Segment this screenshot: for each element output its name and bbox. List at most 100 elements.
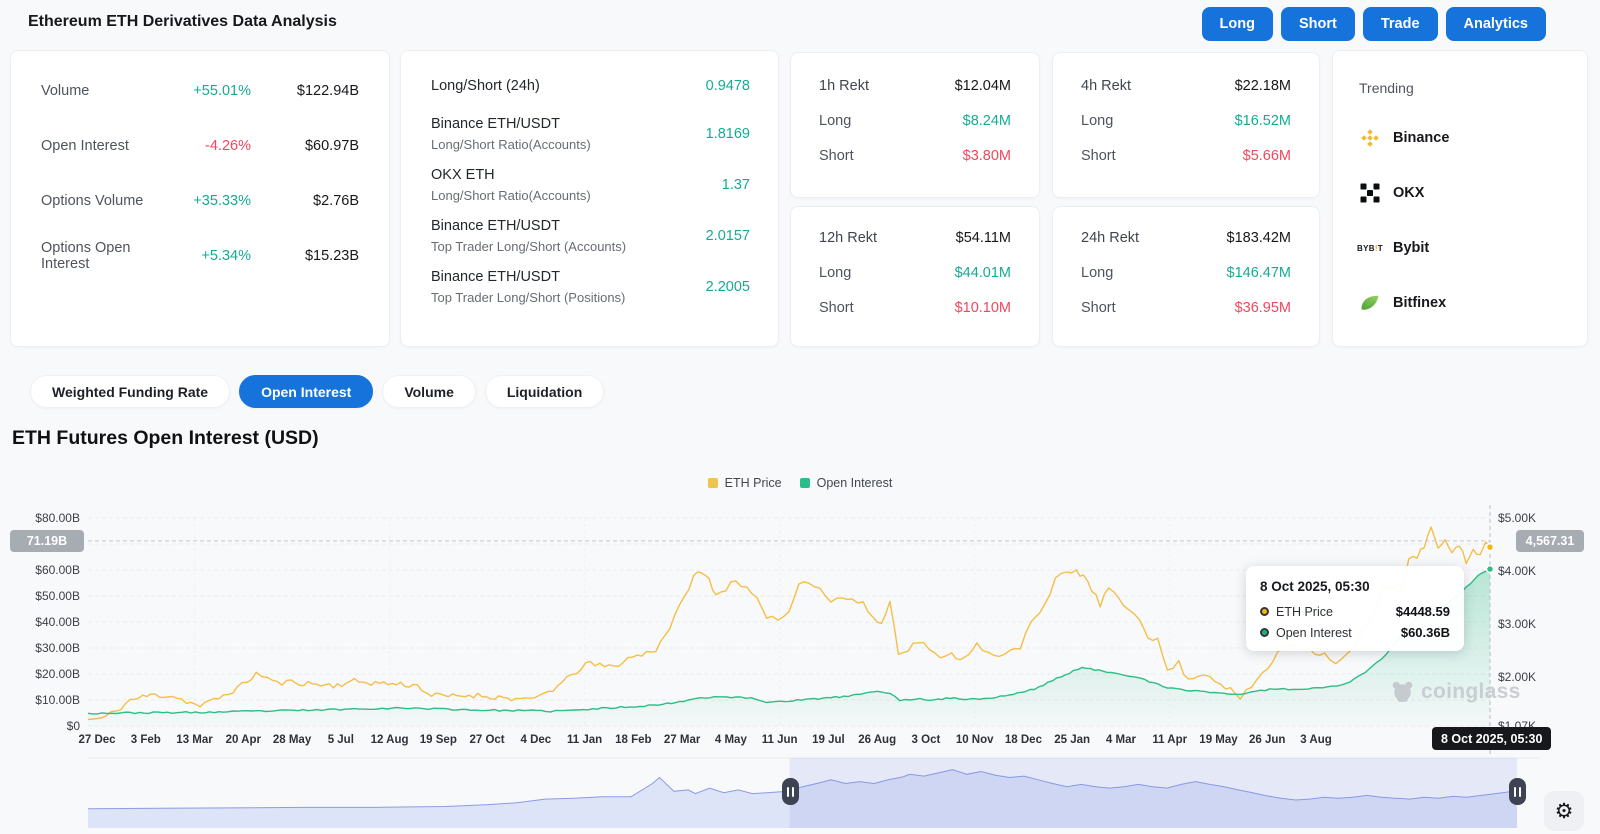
right-axis-tick: $5.00K: [1498, 511, 1536, 525]
rekt-short-value: $10.10M: [954, 300, 1011, 316]
ratio-row: Long/Short (24h) 0.9478: [431, 78, 750, 94]
open-interest-dot-icon: [1260, 628, 1269, 637]
tab-weighted-funding-rate[interactable]: Weighted Funding Rate: [30, 375, 231, 408]
long-button[interactable]: Long: [1201, 7, 1273, 41]
tab-open-interest[interactable]: Open Interest: [239, 375, 374, 408]
rekt-short-value: $36.95M: [1234, 300, 1291, 316]
ratio-value: 1.8169: [705, 126, 750, 142]
stat-row-open-interest: Open Interest -4.26% $60.97B: [41, 135, 359, 156]
rekt-total: $22.18M: [1234, 78, 1291, 94]
legend-item-eth-price[interactable]: ETH Price: [707, 476, 782, 490]
eth-price-swatch-icon: [707, 478, 718, 488]
trending-item-okx[interactable]: OKX: [1359, 181, 1561, 205]
x-axis-tick: 25 Jan: [1054, 734, 1090, 746]
tab-volume[interactable]: Volume: [382, 375, 476, 408]
left-axis-tick: $60.00B: [35, 563, 80, 577]
ratio-row: Binance ETH/USDT Top Trader Long/Short (P…: [431, 269, 750, 305]
ratio-name: Binance ETH/USDT: [431, 269, 560, 285]
legend-item-open-interest[interactable]: Open Interest: [799, 476, 893, 490]
x-axis-tick: 4 Mar: [1106, 734, 1137, 746]
tooltip-label: ETH Price: [1276, 604, 1333, 619]
rekt-long-label: Long: [819, 265, 852, 281]
chart-legend: ETH Price Open Interest: [0, 476, 1600, 490]
trending-item-bitfinex[interactable]: Bitfinex: [1359, 291, 1561, 315]
navigator-left-handle[interactable]: [782, 778, 799, 805]
rekt-long-value: $44.01M: [954, 265, 1011, 281]
gear-icon[interactable]: ⚙: [1544, 791, 1584, 831]
bitfinex-icon: [1359, 292, 1381, 314]
right-axis-tick: $3.00K: [1498, 617, 1536, 631]
rekt-short-value: $5.66M: [1242, 148, 1291, 164]
navigator-selection[interactable]: [789, 758, 1517, 828]
left-axis-tick: $20.00B: [35, 667, 80, 681]
rekt-title: 12h Rekt: [819, 230, 878, 246]
trending-item-binance[interactable]: Binance: [1359, 126, 1561, 150]
okx-icon: [1359, 182, 1381, 204]
trade-button[interactable]: Trade: [1362, 7, 1438, 41]
short-button[interactable]: Short: [1280, 7, 1355, 41]
x-axis-tick: 27 Oct: [469, 734, 504, 746]
rekt-long-label: Long: [1081, 113, 1114, 129]
tab-liquidation[interactable]: Liquidation: [484, 375, 605, 408]
analytics-button[interactable]: Analytics: [1445, 7, 1546, 41]
navigator-right-handle[interactable]: [1509, 778, 1526, 805]
stat-change: -4.26%: [205, 137, 251, 154]
chart-tooltip: 8 Oct 2025, 05:30 ETH Price $4448.59 Ope…: [1246, 566, 1464, 651]
rekt-short-label: Short: [1081, 300, 1116, 316]
ratio-name: Long/Short (24h): [431, 78, 540, 94]
stat-label: Options Volume: [41, 192, 144, 209]
rekt-long-label: Long: [1081, 265, 1114, 281]
legend-label: Open Interest: [816, 476, 893, 490]
ratio-subtitle: Top Trader Long/Short (Accounts): [431, 239, 627, 254]
chart-tabs: Weighted Funding Rate Open Interest Volu…: [30, 375, 605, 408]
navigator-area: [88, 769, 1517, 828]
stat-value: $2.76B: [313, 192, 359, 209]
left-axis-crosshair-badge: 71.19B: [10, 530, 84, 552]
x-axis-tick: 26 Aug: [858, 734, 896, 746]
rekt-short-label: Short: [1081, 148, 1116, 164]
x-axis-tick: 3 Feb: [131, 734, 161, 746]
rekt-long-label: Long: [819, 113, 852, 129]
watermark-text: coinglass: [1421, 679, 1521, 703]
tooltip-value: $4448.59: [1395, 604, 1450, 619]
ratio-subtitle: Long/Short Ratio(Accounts): [431, 137, 591, 152]
stat-label: Options Open Interest: [41, 239, 131, 272]
tooltip-date: 8 Oct 2025, 05:30: [1260, 579, 1370, 594]
rekt-total: $54.11M: [955, 230, 1011, 246]
rekt-title: 24h Rekt: [1081, 230, 1140, 246]
ratio-row: Binance ETH/USDT Long/Short Ratio(Account…: [431, 116, 750, 152]
ratio-subtitle: Top Trader Long/Short (Positions): [431, 290, 626, 305]
chart-title: ETH Futures Open Interest (USD): [12, 427, 319, 449]
rekt-short-value: $3.80M: [962, 148, 1011, 164]
stat-value: $15.23B: [304, 247, 359, 264]
ratio-value: 1.37: [721, 177, 750, 193]
x-axis-tick: 4 Dec: [520, 734, 551, 746]
ratio-subtitle: Long/Short Ratio(Accounts): [431, 188, 591, 203]
x-axis-tick: 19 May: [1199, 734, 1238, 746]
trending-item-label: Binance: [1393, 130, 1450, 146]
left-axis-tick: $0: [67, 719, 81, 733]
stat-label: Volume: [41, 82, 90, 99]
trending-item-label: Bybit: [1393, 240, 1430, 256]
rekt-total: $183.42M: [1226, 230, 1292, 246]
rekt-title: 1h Rekt: [819, 78, 869, 94]
x-axis-tick: 11 Apr: [1152, 734, 1187, 746]
long-short-ratio-card: Long/Short (24h) 0.9478 Binance ETH/USDT…: [400, 50, 779, 347]
x-axis-tick: 12 Aug: [371, 734, 409, 746]
trending-title: Trending: [1359, 80, 1414, 96]
stat-label: Open Interest: [41, 137, 129, 154]
binance-icon: [1359, 127, 1381, 149]
legend-label: ETH Price: [724, 476, 782, 490]
ratio-value: 2.2005: [705, 279, 750, 295]
trending-item-bybit[interactable]: BYB!T Bybit: [1357, 236, 1561, 260]
open-interest-marker-icon: [1485, 564, 1495, 574]
stat-change: +5.34%: [201, 247, 251, 264]
stat-change: +35.33%: [193, 192, 251, 209]
x-axis-tick: 3 Aug: [1300, 734, 1332, 746]
left-axis-tick: $30.00B: [35, 641, 80, 655]
stat-value: $122.94B: [296, 82, 359, 99]
rekt-card-12h: 12h Rekt $54.11M Long $44.01M Short $10.10M: [790, 206, 1040, 347]
trending-item-label: Bitfinex: [1393, 295, 1447, 311]
x-axis-tick: 26 Jun: [1249, 734, 1285, 746]
tooltip-row-open-interest: Open Interest $60.36B: [1260, 625, 1450, 640]
